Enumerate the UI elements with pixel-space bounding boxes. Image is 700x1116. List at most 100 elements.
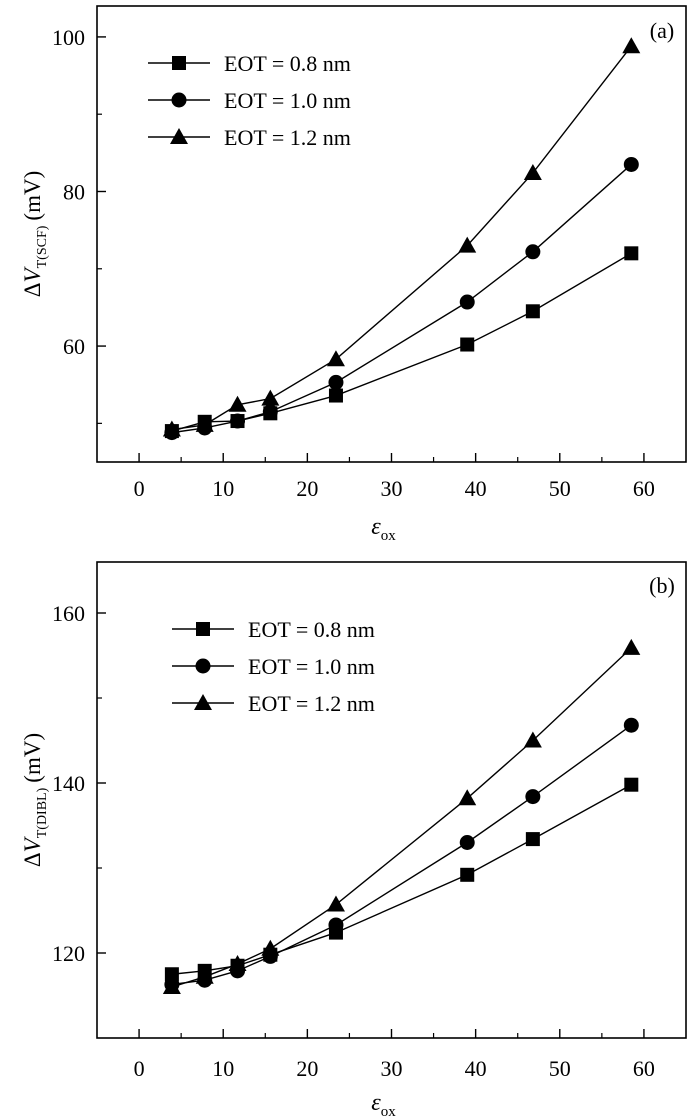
data-point-triangle	[228, 955, 247, 972]
data-point-triangle	[195, 967, 214, 984]
legend-entry: EOT = 0.8 nm	[172, 617, 375, 642]
data-point-square	[460, 337, 475, 352]
y-axis-label-delta: Δ	[20, 282, 45, 297]
data-point-triangle	[261, 389, 280, 406]
chart-panel-b: 0 10 20 30 40 50 60 120 140 160 εox ΔVT(DIBL) (mV) (b…	[20, 561, 687, 1116]
series-line	[171, 163, 632, 434]
x-tick-label: 20	[296, 1056, 318, 1081]
data-point-triangle	[622, 37, 641, 54]
x-axis-label-subscript: ox	[381, 1104, 397, 1116]
x-axis-label: εox	[371, 514, 396, 544]
data-point-triangle	[326, 895, 345, 912]
x-tick-label: 40	[465, 476, 487, 501]
legend-label: EOT = 1.2 nm	[248, 691, 375, 716]
legend-entry: EOT = 1.0 nm	[172, 654, 375, 679]
data-point-triangle	[458, 236, 477, 253]
data-point-square	[525, 304, 540, 319]
y-axis-label: ΔVT(DIBL) (mV)	[20, 733, 50, 867]
data-point-triangle	[458, 789, 477, 806]
legend-marker-square	[196, 622, 210, 636]
y-tick-label: 80	[63, 179, 85, 204]
legend-entry: EOT = 1.0 nm	[148, 88, 351, 113]
data-point-triangle	[162, 420, 181, 437]
x-axis-label: εox	[371, 1090, 396, 1116]
plot-frame	[96, 561, 687, 1039]
y-axis-label-delta: Δ	[20, 852, 45, 867]
data-point-square	[624, 777, 639, 792]
y-tick-label: 120	[52, 941, 85, 966]
data-point-circle	[525, 244, 541, 260]
y-tick-label: 160	[52, 601, 85, 626]
x-tick-label: 10	[212, 476, 234, 501]
legend-marker-triangle	[170, 128, 188, 144]
data-point-triangle	[261, 939, 280, 956]
series-line	[171, 724, 632, 986]
y-tick-label: 60	[63, 334, 85, 359]
series-line	[171, 45, 632, 431]
x-axis-label-symbol: ε	[371, 1090, 381, 1116]
x-tick-label: 60	[633, 476, 655, 501]
series-triangle	[162, 37, 641, 437]
legend-entry: EOT = 1.2 nm	[148, 125, 351, 150]
x-tick-label: 0	[134, 476, 145, 501]
data-point-triangle	[523, 163, 542, 180]
data-point-triangle	[523, 731, 542, 748]
data-point-circle	[328, 917, 344, 933]
series-circle	[164, 717, 639, 992]
legend-label: EOT = 0.8 nm	[248, 617, 375, 642]
y-axis-label-unit: (mV)	[20, 171, 45, 221]
x-axis-label-subscript: ox	[381, 528, 397, 544]
x-tick-label: 40	[465, 1056, 487, 1081]
panel-label: (b)	[649, 573, 675, 598]
legend-label: EOT = 1.0 nm	[224, 88, 351, 113]
legend-label: EOT = 1.2 nm	[224, 125, 351, 150]
data-point-square	[624, 246, 639, 261]
data-point-circle	[459, 294, 475, 310]
chart-panel-a: 0 10 20 30 40 50 60 60 80 100 εox ΔVT(SCF) (mV) (a) EO…	[20, 5, 687, 544]
data-point-circle	[262, 404, 278, 420]
data-point-triangle	[195, 415, 214, 432]
x-tick-label: 30	[381, 1056, 403, 1081]
data-point-circle	[623, 156, 639, 172]
data-point-circle	[459, 835, 475, 850]
y-axis-label: ΔVT(SCF) (mV)	[20, 171, 50, 297]
data-point-triangle	[326, 350, 345, 367]
y-axis-label-variable: V	[20, 835, 45, 852]
series-line	[171, 784, 632, 975]
legend-marker-circle	[171, 92, 187, 108]
x-tick-label: 0	[134, 1056, 145, 1081]
series-line	[171, 647, 632, 988]
data-point-square	[460, 867, 475, 882]
y-axis-label-subscript: T(DIBL)	[35, 787, 50, 838]
data-point-triangle	[162, 978, 181, 994]
data-point-square	[525, 832, 540, 847]
y-tick-label: 140	[52, 771, 85, 796]
data-point-square	[164, 967, 179, 982]
data-point-circle	[230, 413, 246, 429]
data-point-triangle	[228, 395, 247, 412]
legend-marker-circle	[195, 658, 211, 674]
y-axis-label-subscript: T(SCF)	[35, 225, 50, 268]
plot-frame	[96, 5, 687, 463]
x-tick-label: 10	[212, 1056, 234, 1081]
y-axis-label-unit: (mV)	[20, 733, 45, 783]
panel-label: (a)	[650, 18, 674, 43]
x-tick-label: 20	[296, 476, 318, 501]
data-point-circle	[328, 374, 344, 390]
data-point-circle	[623, 717, 639, 733]
data-point-circle	[525, 789, 541, 805]
series-square	[164, 777, 639, 982]
series-circle	[164, 156, 639, 441]
x-tick-label: 60	[633, 1056, 655, 1081]
x-tick-label: 50	[549, 476, 571, 501]
legend-label: EOT = 0.8 nm	[224, 51, 351, 76]
x-axis-label-symbol: ε	[371, 514, 381, 540]
data-point-triangle	[622, 638, 641, 655]
series-triangle	[162, 638, 641, 994]
legend-entry: EOT = 1.2 nm	[172, 691, 375, 716]
y-axis-label-variable: V	[20, 265, 45, 282]
data-point-square	[328, 388, 343, 403]
y-tick-label: 100	[52, 25, 85, 50]
legend-marker-square	[172, 56, 186, 70]
